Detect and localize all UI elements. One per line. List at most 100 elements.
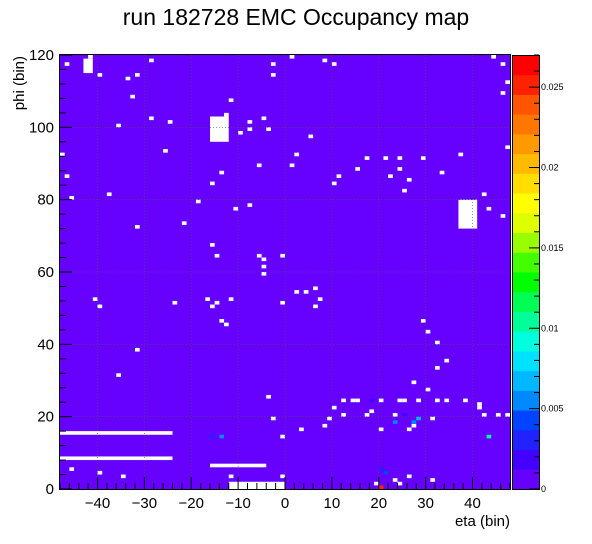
dead-cell [247,203,253,207]
dead-cell [505,80,510,84]
dead-cell [500,91,506,95]
dead-cell [397,398,403,403]
dead-cell [420,319,426,323]
dead-cell [280,474,285,479]
dead-cell [435,340,440,345]
dead-cell [355,398,360,403]
dead-cell [477,402,482,406]
dead-cell [167,120,173,124]
dead-cell [364,156,370,160]
dead-cell [397,167,403,171]
z-tick-label: 0.025 [541,82,564,92]
hot-cell [486,434,492,439]
y-tick-label: 100 [29,119,54,136]
dead-cell [214,253,220,258]
dead-cell [120,474,126,479]
dead-cell [416,398,421,403]
dead-cell [411,380,417,385]
dead-cell [214,300,220,305]
x-tick-label: 10 [324,495,341,512]
dead-cell [505,145,510,150]
dead-cell [336,174,342,178]
dead-cell [92,297,98,301]
empty-region [210,463,267,468]
dead-cell [331,62,337,66]
dead-cell [430,416,435,421]
y-tick-label: 80 [37,192,54,209]
dead-cell [247,120,253,124]
dead-cell [313,286,318,291]
dead-cell [88,55,93,59]
dead-cell [331,405,337,410]
dead-cell [256,253,262,258]
x-tick-label: 20 [370,495,387,512]
x-tick-label: −30 [132,495,157,512]
dead-cell [205,297,210,301]
dead-cell [125,76,131,81]
dead-cell [444,358,450,363]
color-scale-swatch [512,55,539,76]
dead-cell [224,322,229,327]
empty-region [83,58,93,74]
dead-cell [425,329,431,334]
dead-cell [294,152,300,157]
dead-cell [69,196,75,200]
dead-cell [228,297,234,301]
y-tick-label: 60 [37,264,54,281]
color-scale-swatch [512,331,539,352]
color-scale-swatch [512,469,539,490]
x-axis: −40 −30 −20 −10 0 10 20 30 40 [59,477,511,512]
dead-cell [149,58,154,63]
z-tick-label: 0.015 [541,243,564,253]
dead-cell [341,398,346,403]
dead-cell [172,300,178,305]
dead-cell [500,214,506,218]
dead-cell [219,170,225,175]
dead-cell [383,156,389,160]
dead-cell [149,116,154,121]
dead-cell [406,427,412,432]
color-scale-swatch [512,449,539,470]
empty-region [60,431,173,435]
dead-cell [270,62,276,66]
x-tick-label: 0 [281,495,289,512]
dead-cell [500,62,506,66]
y-axis: 0 20 40 60 80 100 120 [29,47,72,498]
dead-cell [270,416,276,421]
dead-cell [195,199,201,204]
color-scale-swatch [512,291,539,312]
dead-cell [425,387,431,392]
dead-cell [303,290,309,294]
z-tick-label: 0.02 [541,163,559,173]
dead-cell [402,398,407,403]
dead-cell [435,398,440,403]
dead-cell [317,297,323,301]
dead-cell [228,98,234,103]
hot-cell [411,420,417,424]
dead-cell [388,174,393,178]
color-scale-swatch [512,252,539,273]
x-tick-label: −20 [179,495,204,512]
dead-cell [411,423,417,428]
color-scale-swatch [512,350,539,372]
dead-cell [69,467,75,471]
dead-cell [97,304,103,309]
chart-title: run 182728 EMC Occupancy map [122,4,470,30]
dead-cell [420,156,426,160]
hot-cell [383,470,389,475]
color-scale-swatch [512,193,539,214]
dead-cell [181,221,187,225]
y-tick-label: 40 [37,336,54,353]
dead-cell [219,319,225,323]
dead-cell [481,192,487,197]
dead-cell [299,427,304,432]
dead-cell [313,304,318,309]
dead-cell [97,470,103,475]
dead-cell [238,130,243,135]
dead-cell [308,134,314,139]
dead-cell [439,170,445,175]
dead-cell [261,116,267,121]
dead-cell [280,300,285,305]
y-tick-label: 120 [29,47,54,64]
hot-cell [416,416,421,421]
